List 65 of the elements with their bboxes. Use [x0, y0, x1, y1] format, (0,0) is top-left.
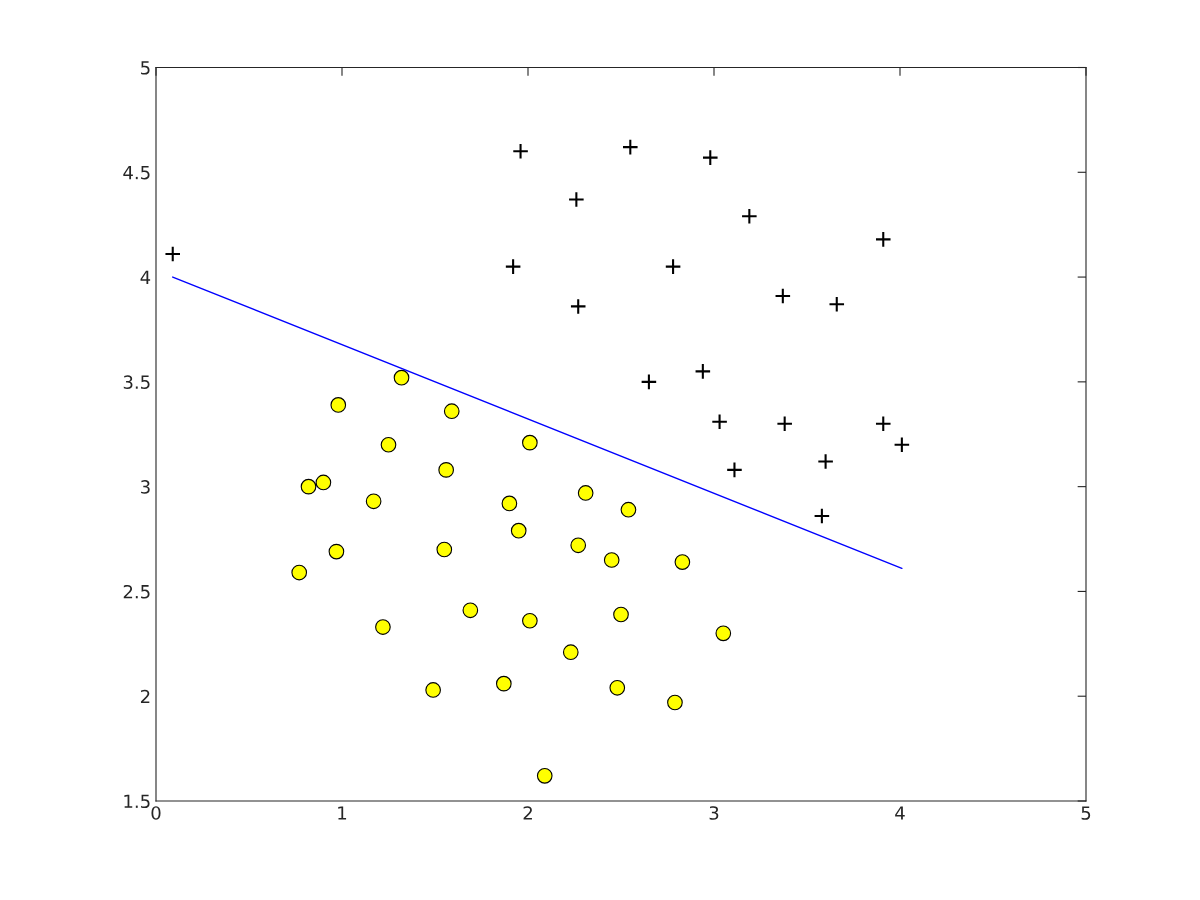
- y-tick-label: 3.5: [123, 375, 150, 389]
- point: [570, 537, 587, 554]
- y-tick-label: 4: [140, 270, 151, 284]
- point: [569, 298, 587, 315]
- y-tick-label: 2: [140, 689, 150, 704]
- x-tick-label: 4: [895, 806, 905, 820]
- point: [436, 541, 453, 558]
- point: [667, 694, 683, 711]
- point: [828, 295, 846, 313]
- point: [501, 495, 518, 512]
- point: [443, 403, 460, 420]
- point: [776, 415, 793, 433]
- point: [300, 478, 317, 495]
- x-tick-label: 5: [1081, 806, 1091, 820]
- point: [438, 462, 454, 478]
- point: [568, 191, 585, 208]
- point: [462, 602, 479, 619]
- point: [620, 501, 637, 518]
- point: [609, 679, 626, 696]
- point: [522, 434, 538, 451]
- point: [315, 474, 332, 491]
- point: [613, 606, 629, 623]
- point: [817, 453, 834, 470]
- x-tick-label: 3: [709, 806, 719, 820]
- point: [726, 461, 743, 479]
- point: [640, 373, 658, 391]
- point: [577, 485, 594, 501]
- point: [694, 363, 712, 380]
- point: [774, 287, 792, 305]
- point: [741, 207, 758, 225]
- point: [425, 682, 441, 698]
- point: [674, 554, 691, 570]
- y-tick-label: 1.5: [124, 794, 150, 809]
- point: [512, 143, 529, 160]
- point: [562, 644, 579, 661]
- point: [380, 436, 397, 453]
- point: [813, 507, 831, 525]
- point: [874, 231, 892, 248]
- point: [536, 768, 553, 784]
- point: [603, 552, 620, 568]
- point: [711, 413, 728, 430]
- point: [365, 493, 382, 510]
- point: [664, 258, 682, 275]
- y-tick-label: 3: [141, 480, 150, 494]
- point: [393, 369, 410, 386]
- y-tick-label: 4.5: [123, 165, 150, 180]
- point: [715, 625, 732, 642]
- x-tick-label: 0: [151, 806, 161, 820]
- point: [522, 612, 538, 629]
- point: [893, 436, 911, 454]
- point: [701, 149, 719, 166]
- point: [328, 543, 345, 560]
- x-tick-label: 2: [523, 806, 532, 820]
- point: [874, 415, 892, 433]
- point: [291, 564, 308, 581]
- point: [621, 138, 639, 156]
- x-tick-label: 1: [338, 806, 347, 820]
- point: [330, 397, 347, 413]
- point: [375, 619, 391, 635]
- point: [164, 245, 182, 263]
- point: [495, 675, 512, 692]
- y-tick-label: 5: [141, 61, 150, 75]
- point: [510, 522, 527, 539]
- point: [504, 258, 522, 275]
- y-tick-label: 2.5: [123, 584, 150, 599]
